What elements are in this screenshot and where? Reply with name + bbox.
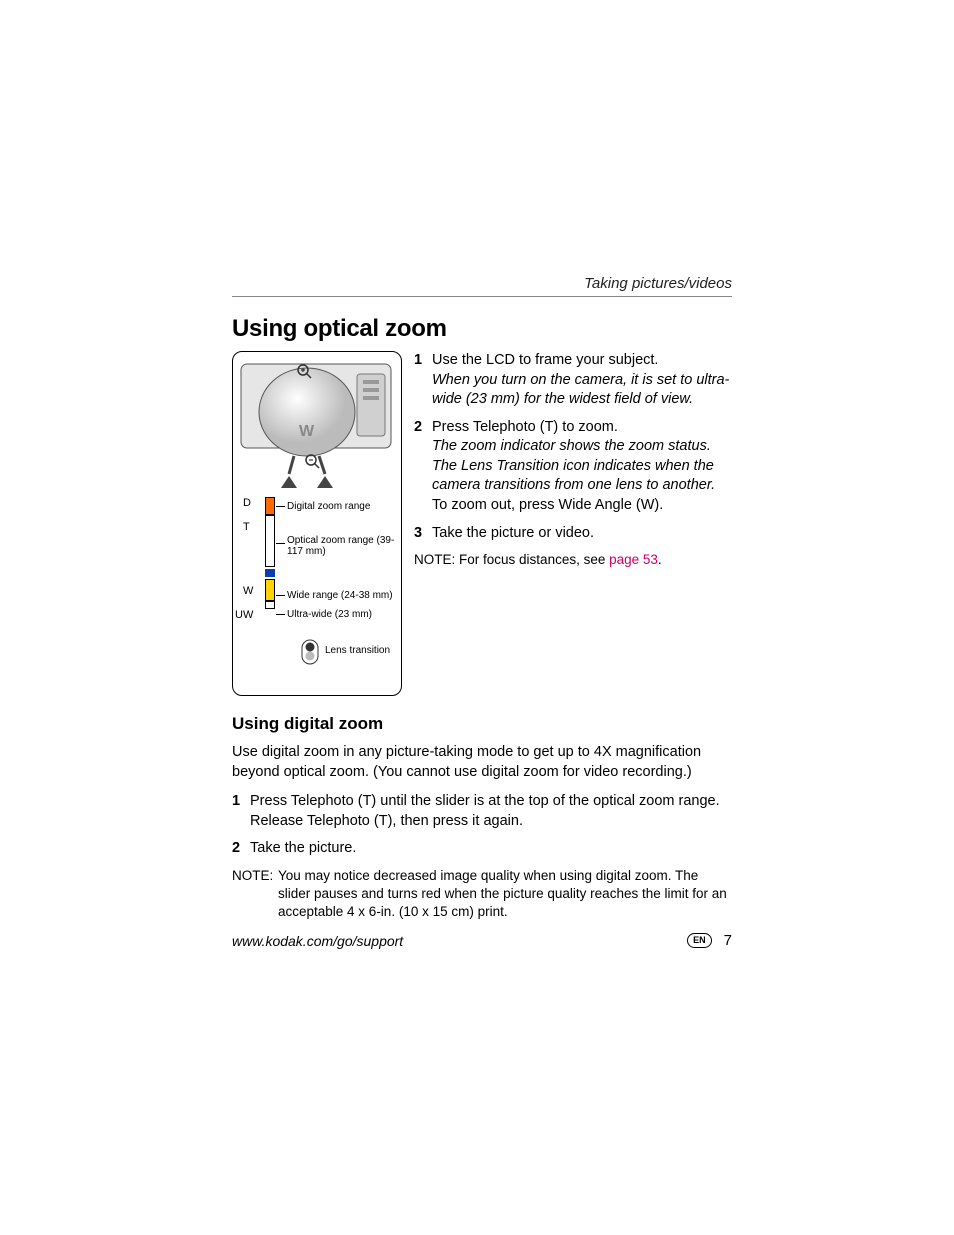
scale-letter-uw: UW (235, 609, 253, 621)
focus-distances-note: NOTE: For focus distances, see page 53. (414, 551, 732, 569)
optical-step-3: 3 Take the picture or video. (414, 524, 732, 544)
note-label: NOTE: (232, 867, 278, 922)
step-text: Take the picture. (250, 839, 732, 859)
step-text: Press Telephoto (T) to zoom. (432, 419, 618, 435)
page-number: 7 (724, 932, 732, 949)
optical-step-1: 1 Use the LCD to frame your subject. Whe… (414, 351, 732, 410)
label-lens-transition: Lens transition (325, 645, 390, 656)
zoom-scale-column (265, 497, 275, 609)
step-text: Use the LCD to frame your subject. (432, 352, 658, 368)
zoom-segment-gap (265, 569, 275, 577)
digital-zoom-note: NOTE: You may notice decreased image qua… (232, 867, 732, 922)
label-optical-zoom-range: Optical zoom range (39-117 mm) (287, 535, 401, 557)
note-text: For focus distances, see (459, 552, 609, 567)
label-wide-range: Wide range (24-38 mm) (287, 590, 393, 601)
svg-text:W: W (299, 423, 315, 440)
digital-step-2: 2 Take the picture. (232, 839, 732, 859)
section-heading-optical-zoom: Using optical zoom (232, 315, 732, 343)
zoom-diagram: W D T W UW (232, 351, 402, 696)
note-label: NOTE: (414, 552, 455, 567)
zoom-segment-digital (265, 497, 275, 515)
step-text: Take the picture or video. (432, 524, 732, 544)
step-after: To zoom out, press Wide Angle (W). (432, 497, 663, 513)
label-ultra-wide: Ultra-wide (23 mm) (287, 609, 372, 620)
language-badge: EN (687, 933, 712, 948)
zoom-segment-optical (265, 515, 275, 567)
camera-illustration: W (239, 356, 397, 496)
note-text: You may notice decreased image quality w… (278, 867, 732, 922)
lens-transition-icon (301, 639, 319, 665)
scale-letter-d: D (243, 497, 251, 509)
support-url[interactable]: www.kodak.com/go/support (232, 933, 403, 949)
step-note: The zoom indicator shows the zoom status… (432, 438, 715, 493)
digital-step-1: 1 Press Telephoto (T) until the slider i… (232, 792, 732, 831)
zoom-segment-ultrawide (265, 601, 275, 609)
section-heading-digital-zoom: Using digital zoom (232, 714, 732, 734)
scale-letter-t: T (243, 521, 250, 533)
page-link[interactable]: page 53 (609, 552, 658, 567)
step-note: When you turn on the camera, it is set t… (432, 372, 729, 408)
digital-zoom-intro: Use digital zoom in any picture-taking m… (232, 742, 732, 782)
scale-letter-w: W (243, 585, 253, 597)
step-text: Press Telephoto (T) until the slider is … (250, 792, 732, 831)
label-digital-zoom-range: Digital zoom range (287, 501, 370, 512)
page-footer: www.kodak.com/go/support EN 7 (232, 932, 732, 949)
zoom-segment-wide (265, 579, 275, 601)
optical-step-2: 2 Press Telephoto (T) to zoom. The zoom … (414, 418, 732, 516)
chapter-title: Taking pictures/videos (232, 275, 732, 297)
